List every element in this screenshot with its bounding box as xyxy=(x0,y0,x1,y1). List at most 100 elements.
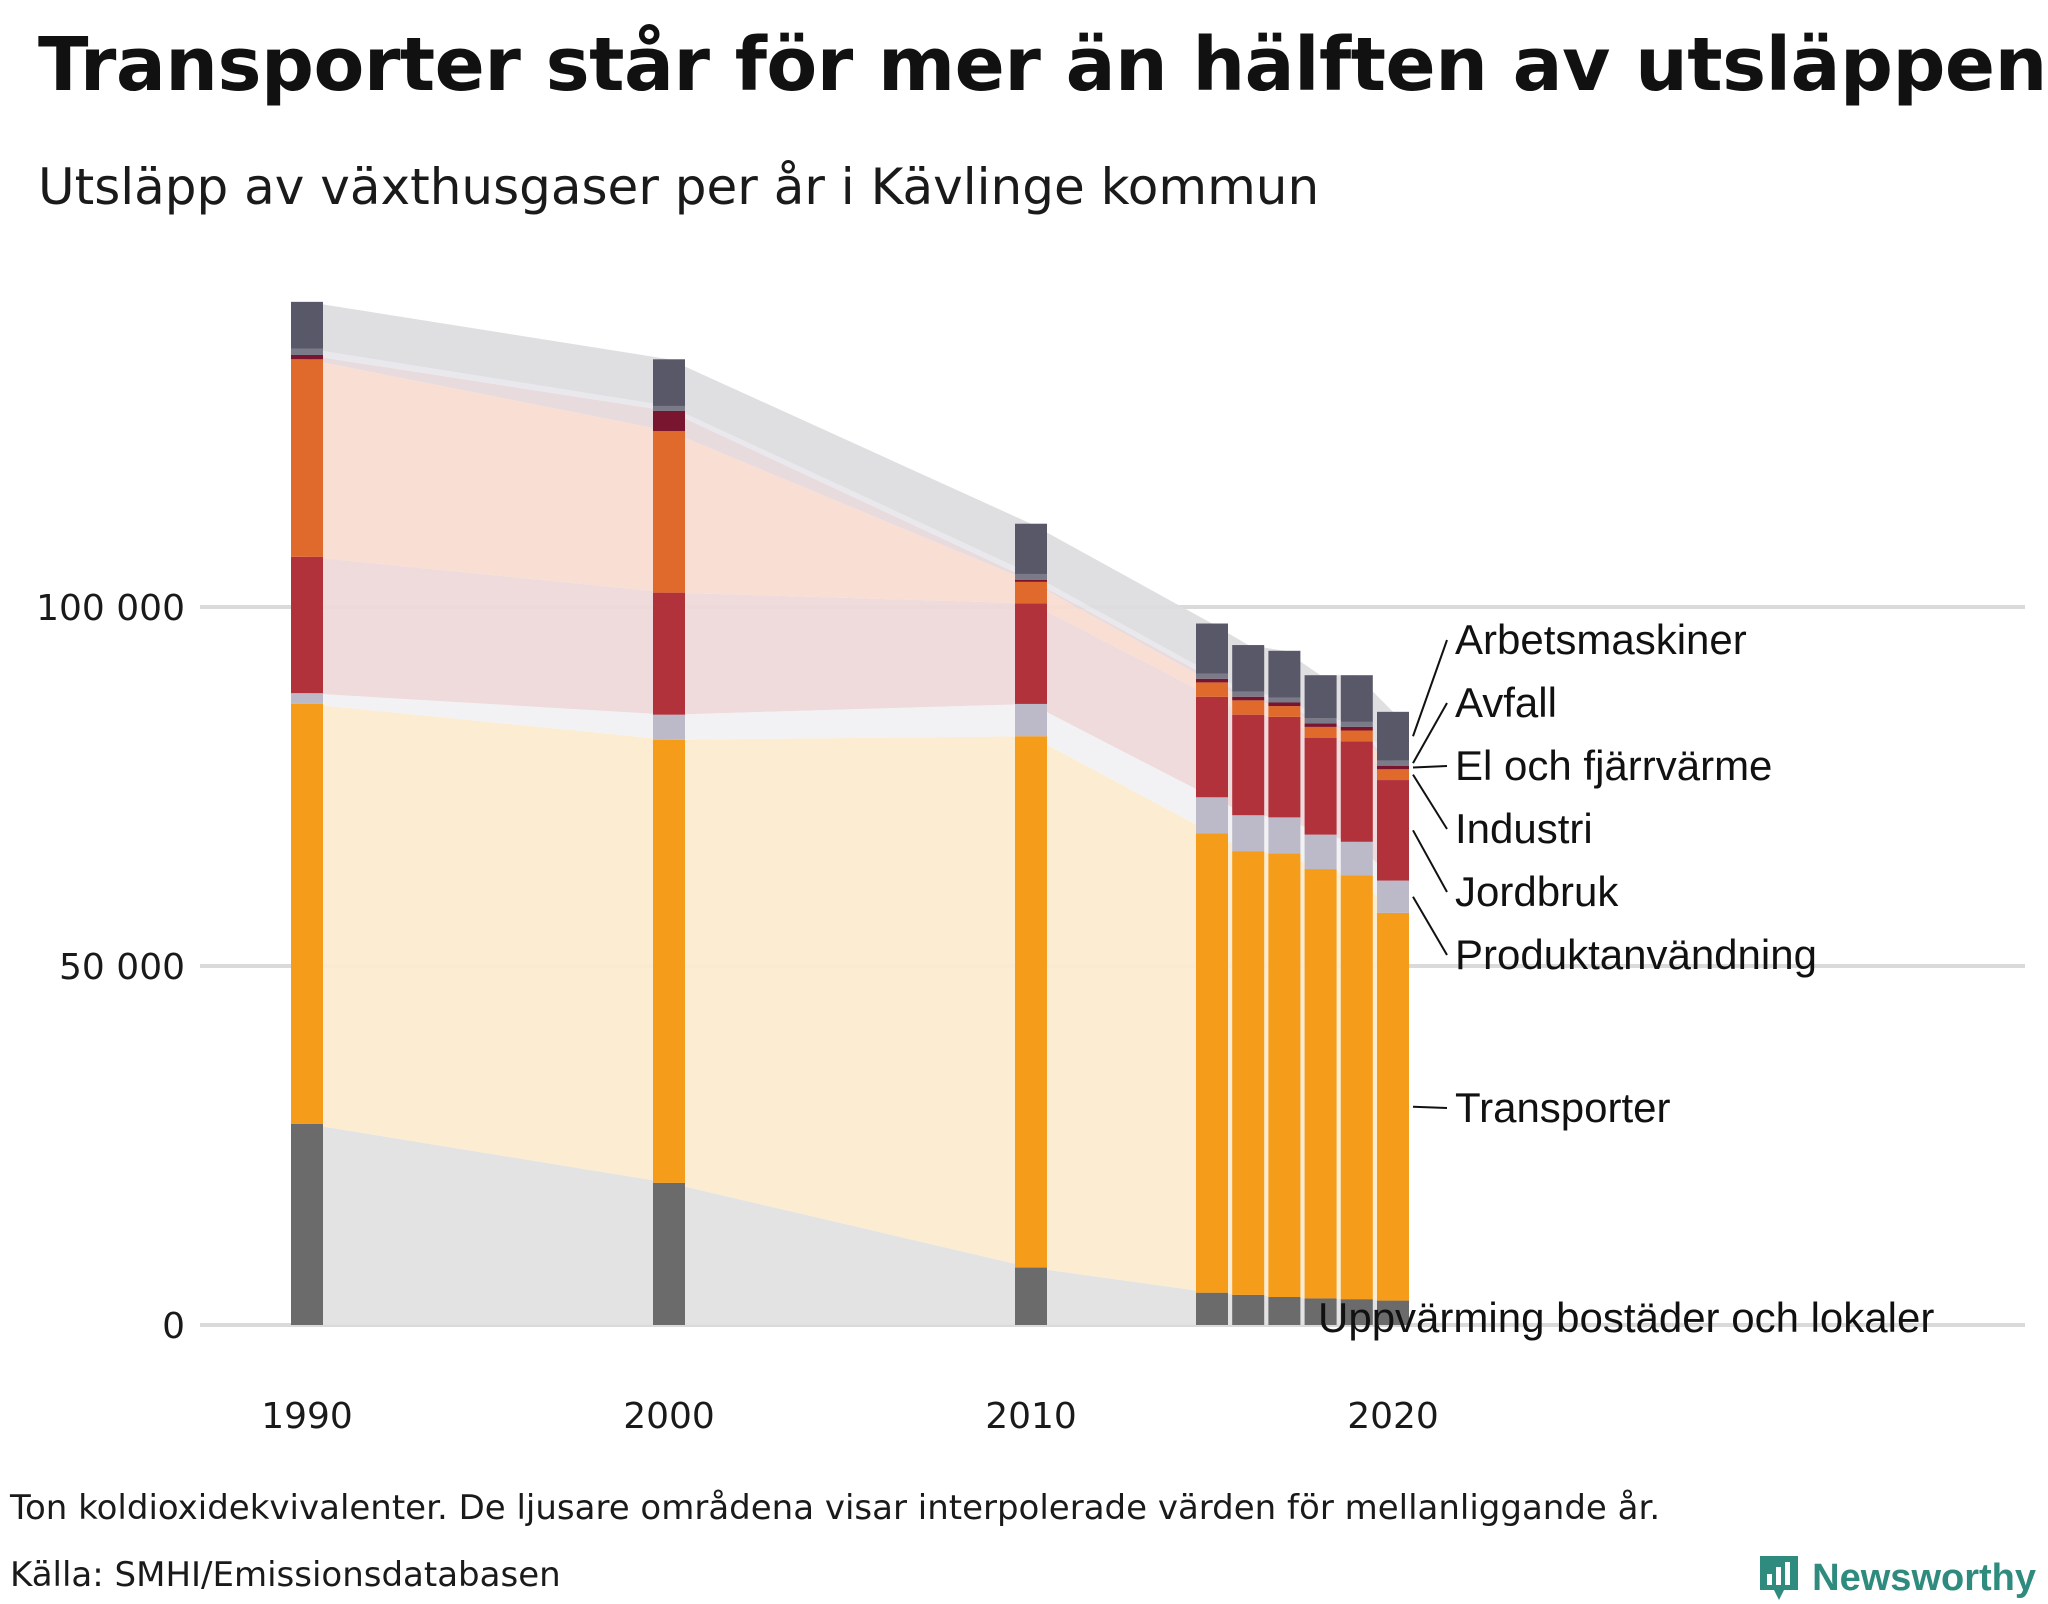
bar-2010-3 xyxy=(1015,603,1047,704)
area-produktanvändning xyxy=(307,693,1393,913)
bar-1990-1 xyxy=(291,703,323,1124)
area-uppvärming-bostäder-och-lokaler xyxy=(307,1123,1393,1325)
bar-2020-6 xyxy=(1377,760,1409,766)
x-tick-label: 2000 xyxy=(623,1396,715,1437)
bar-2015-3 xyxy=(1196,696,1228,798)
y-tick-label: 0 xyxy=(162,1306,185,1347)
newsworthy-logo: Newsworthy xyxy=(1756,1552,2036,1604)
area-industri xyxy=(307,359,1393,781)
bar-2019-5 xyxy=(1340,726,1373,731)
bar-2000-3 xyxy=(653,592,685,715)
bar-2016-6 xyxy=(1232,691,1265,697)
bar-2019-4 xyxy=(1340,730,1373,742)
bar-2017-6 xyxy=(1268,697,1301,703)
series-label: Produktanvändning xyxy=(1455,931,1817,978)
bar-2010-0 xyxy=(1015,1267,1047,1325)
bar-2018-2 xyxy=(1304,834,1337,870)
series-label: Arbetsmaskiner xyxy=(1455,616,1747,663)
bar-2020-1 xyxy=(1377,912,1409,1301)
leader-line xyxy=(1412,702,1448,764)
chart-note: Ton koldioxidekvivalenter. De ljusare om… xyxy=(10,1488,1661,1528)
bars xyxy=(291,301,1409,1325)
bar-1990-6 xyxy=(291,348,323,355)
series-label: Avfall xyxy=(1455,679,1557,726)
bar-2018-3 xyxy=(1304,737,1337,835)
bar-2010-4 xyxy=(1015,581,1047,604)
bar-2000-7 xyxy=(653,359,685,406)
series-labels: Uppvärming bostäder och lokaler Transport… xyxy=(1318,616,1934,1341)
leader-line xyxy=(1412,639,1448,737)
bar-2017-2 xyxy=(1268,817,1301,854)
bar-2016-1 xyxy=(1232,851,1265,1295)
chart-source: Källa: SMHI/Emissionsdatabasen xyxy=(10,1555,561,1595)
leader-line xyxy=(1412,765,1448,769)
bar-2020-4 xyxy=(1377,769,1409,781)
bar-2019-6 xyxy=(1340,721,1373,727)
series-label: Uppvärming bostäder och lokaler xyxy=(1318,1294,1934,1341)
bar-2015-5 xyxy=(1196,678,1228,683)
leader-line xyxy=(1412,774,1448,830)
bar-2020-5 xyxy=(1377,765,1409,770)
series-label: El och fjärrvärme xyxy=(1455,742,1772,789)
bar-2018-7 xyxy=(1304,675,1337,719)
bar-2000-4 xyxy=(653,431,685,593)
bar-2000-0 xyxy=(653,1182,685,1325)
bar-2016-3 xyxy=(1232,714,1265,816)
x-tick-label: 2010 xyxy=(985,1396,1077,1437)
bar-2015-4 xyxy=(1196,682,1228,697)
bar-2018-4 xyxy=(1304,726,1337,738)
bar-2018-0 xyxy=(1304,1298,1337,1325)
bar-2016-5 xyxy=(1232,696,1265,701)
bar-2010-5 xyxy=(1015,579,1047,582)
bar-2016-7 xyxy=(1232,645,1265,692)
chart-subtitle: Utsläpp av växthusgaser per år i Kävling… xyxy=(38,158,1320,216)
interpolated-areas xyxy=(307,301,1393,1325)
series-label: Transporter xyxy=(1455,1084,1671,1131)
series-label: Jordbruk xyxy=(1455,868,1619,915)
bar-2000-2 xyxy=(653,714,685,740)
bar-2019-3 xyxy=(1340,741,1373,842)
y-axis: 0 50 000 100 000 xyxy=(36,588,185,1347)
bar-2017-1 xyxy=(1268,853,1301,1297)
bar-2015-7 xyxy=(1196,623,1228,674)
bar-2018-6 xyxy=(1304,718,1337,724)
leader-line xyxy=(1412,1105,1448,1109)
bar-2017-0 xyxy=(1268,1296,1301,1325)
bar-1990-3 xyxy=(291,556,323,694)
bar-2016-0 xyxy=(1232,1294,1265,1325)
chart-title: Transporter står för mer än hälften av u… xyxy=(38,22,2047,108)
bar-2018-5 xyxy=(1304,723,1337,727)
series-label: Industri xyxy=(1455,805,1593,852)
bar-2010-6 xyxy=(1015,573,1047,580)
bar-2019-2 xyxy=(1340,841,1373,876)
bar-2019-1 xyxy=(1340,875,1373,1300)
bar-2020-2 xyxy=(1377,880,1409,913)
bar-2019-7 xyxy=(1340,675,1373,722)
bar-1990-2 xyxy=(291,693,323,704)
bar-2017-5 xyxy=(1268,702,1301,707)
bar-2010-1 xyxy=(1015,736,1047,1268)
bar-2000-5 xyxy=(653,410,685,432)
bar-2020-0 xyxy=(1377,1300,1409,1325)
bar-2010-7 xyxy=(1015,523,1047,574)
bar-2020-3 xyxy=(1377,780,1409,881)
x-tick-label: 1990 xyxy=(261,1396,353,1437)
bar-2016-2 xyxy=(1232,815,1265,852)
area-transporter xyxy=(307,703,1393,1301)
x-tick-label: 2020 xyxy=(1347,1396,1439,1437)
area-arbetsmaskiner xyxy=(307,301,1393,761)
bar-2017-7 xyxy=(1268,650,1301,698)
bar-2019-0 xyxy=(1340,1299,1373,1325)
leader-line xyxy=(1412,829,1448,893)
area-jordbruk xyxy=(307,556,1393,881)
brand-name: Newsworthy xyxy=(1812,1556,2036,1599)
bar-2015-2 xyxy=(1196,797,1228,834)
bar-1990-7 xyxy=(291,301,323,349)
bar-2000-6 xyxy=(653,405,685,411)
bar-1990-4 xyxy=(291,359,323,557)
newsworthy-icon xyxy=(1760,1556,1799,1600)
bar-2000-1 xyxy=(653,739,685,1183)
bar-2020-7 xyxy=(1377,711,1409,761)
leader-line xyxy=(1412,896,1448,956)
y-tick-label: 50 000 xyxy=(59,947,185,988)
